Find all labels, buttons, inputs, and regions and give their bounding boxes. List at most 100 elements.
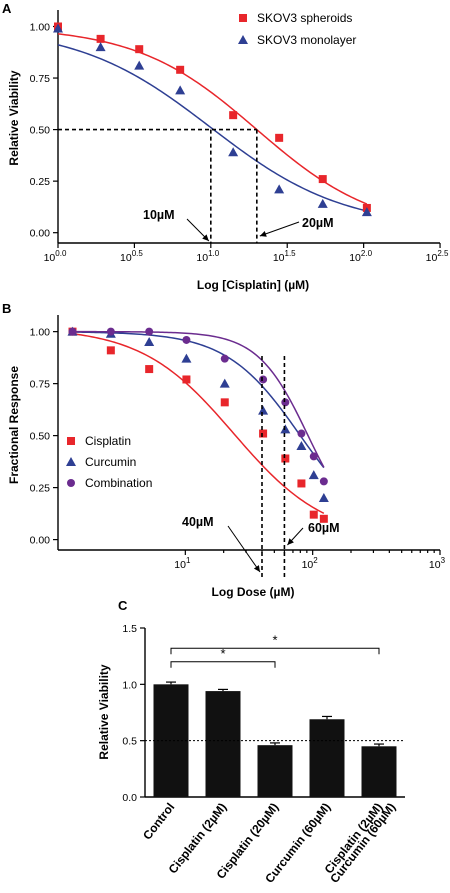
panel-c-y-tick-label: 1.0 [122, 679, 137, 691]
panel-a-data-point-skov3-monolayer [134, 60, 145, 70]
panel-b-y-tick-label: 1.00 [30, 327, 51, 339]
panel-c-bar [309, 719, 345, 797]
panel-c-bar [257, 745, 293, 797]
panel-a-annotation-20um: 20µM [302, 216, 334, 230]
panel-a-data-point-skov3-monolayer [175, 85, 186, 95]
panel-b-x-axis-title: Log Dose (µM) [212, 585, 295, 599]
panel-b-legend-marker-curcumin [66, 457, 76, 466]
panel-a-data-point-skov3-spheroids [318, 175, 327, 184]
panel-b-y-tick-label: 0.25 [30, 483, 51, 495]
panel-b-legend-marker-cisplatin [67, 437, 75, 445]
panel-a-x-tick-label: 102.0 [349, 249, 372, 264]
panel-a-data-point-skov3-spheroids [96, 34, 105, 43]
panel-a-plot: 0.00 0.25 0.50 0.75 1.00 100.0 100.5 101.0 101.5… [30, 10, 449, 264]
panel-b-data-point-curcumin [219, 378, 230, 388]
panel-b-legend-marker-combination [67, 479, 75, 487]
panel-b-data-point-combination [309, 452, 318, 461]
panel-a-arrowhead-20um [259, 231, 267, 237]
panel-c-y-tick-label: 1.5 [122, 623, 137, 635]
panel-b-arrowhead-60um [287, 538, 294, 545]
panel-b-data-point-cisplatin [182, 375, 191, 384]
panel-b-data-point-curcumin [318, 493, 329, 503]
panel-a-x-tick-label: 101.5 [273, 249, 296, 264]
panel-b-data-point-curcumin [280, 424, 291, 434]
panel-a-y-tick-label: 0.75 [30, 73, 51, 85]
panel-a-y-tick-label: 0.00 [30, 228, 51, 240]
panel-b-arrowhead-40um [253, 565, 260, 572]
panel-b-data-point-combination [68, 327, 77, 336]
panel-b-plot: 0.00 0.25 0.50 0.75 1.00 101 102 103 Cisplatin Cu… [30, 315, 446, 580]
panel-a-y-axis-title: Relative Viability [7, 70, 21, 165]
panel-b-data-point-combination [182, 335, 191, 344]
panel-b-data-point-curcumin [296, 441, 307, 451]
panel-b-y-tick-label: 0.50 [30, 431, 51, 443]
panel-a-fit-curve-skov3-spheroids [57, 33, 368, 205]
panel-a-data-point-skov3-monolayer [361, 207, 372, 217]
panel-b-annotation-40um: 40µM [182, 515, 214, 529]
panel-c-category-label: Curcumin (60µM) [327, 800, 398, 886]
panel-a-data-point-skov3-spheroids [229, 111, 238, 120]
panel-letter-c: C [118, 598, 128, 613]
panel-a-data-point-skov3-monolayer [95, 42, 106, 52]
panel-b-y-axis-title: Fractional Response [7, 366, 21, 484]
panel-b-data-point-cisplatin [220, 398, 229, 407]
panel-a-legend-label-skov3-spheroids: SKOV3 spheroids [257, 11, 352, 25]
panel-c-significance-bracket [170, 661, 276, 668]
panel-a-data-point-skov3-monolayer [274, 184, 285, 194]
panel-c-significance-star: * [220, 646, 225, 661]
panel-b-y-tick-label: 0.75 [30, 379, 51, 391]
panel-c-significance-star: * [272, 632, 277, 647]
panel-b-data-point-cisplatin [297, 479, 306, 488]
panel-a-data-point-skov3-spheroids [275, 133, 284, 142]
panel-a-data-point-skov3-spheroids [135, 45, 144, 54]
panel-b-data-point-combination [297, 429, 306, 438]
panel-b-x-tick-label: 103 [429, 556, 446, 571]
panel-b-data-point-curcumin [144, 337, 155, 347]
panel-a-x-tick-label: 101.0 [196, 249, 219, 264]
panel-b-data-point-cisplatin [145, 365, 154, 374]
panel-b-data-point-combination [106, 327, 115, 336]
panel-b-legend-label-combination: Combination [85, 476, 152, 490]
panel-c-category-label: Control [140, 800, 177, 842]
panel-b-data-point-combination [281, 398, 290, 407]
panel-a-data-point-skov3-monolayer [53, 23, 63, 33]
panel-a-x-tick-label: 102.5 [426, 249, 449, 264]
panel-b-data-point-combination [220, 354, 229, 363]
panel-b-data-point-curcumin [258, 405, 269, 415]
panel-letter-b: B [2, 301, 11, 316]
panel-b-data-point-combination [259, 375, 268, 384]
panel-b-data-point-cisplatin [106, 346, 115, 355]
panel-a-data-point-skov3-monolayer [228, 147, 239, 157]
panel-a-y-tick-label: 0.50 [30, 125, 51, 137]
panel-c-bar [205, 691, 241, 797]
panel-b-data-point-cisplatin [319, 514, 328, 523]
panel-c-bar [361, 746, 397, 797]
panel-c-significance-bracket [170, 647, 380, 655]
panel-b-x-tick-label: 101 [174, 556, 191, 571]
panel-a-data-point-skov3-spheroids [176, 65, 185, 74]
panel-a-legend-label-skov3-monolayer: SKOV3 monolayer [257, 33, 356, 47]
panel-b-data-point-cisplatin [309, 510, 318, 519]
panel-a-legend-marker-skov3-monolayer [238, 35, 248, 44]
panel-b-data-point-cisplatin [281, 454, 290, 463]
panel-b-data-point-curcumin [181, 353, 192, 363]
panel-a-y-tick-label: 0.25 [30, 176, 51, 188]
panel-b-data-point-cisplatin [259, 429, 268, 438]
panel-c-y-tick-label: 0.5 [122, 736, 137, 748]
panel-letter-a: A [2, 1, 12, 16]
panel-a-x-tick-label: 100.5 [120, 249, 143, 264]
panel-c-y-axis-title: Relative Viability [97, 664, 111, 759]
panel-a-fit-curve-skov3-monolayer [57, 44, 368, 212]
panel-b-data-point-combination [319, 477, 328, 486]
panel-a-y-tick-label: 1.00 [30, 21, 51, 33]
panel-a-legend-marker-skov3-spheroids [239, 14, 247, 22]
panel-b-y-tick-label: 0.00 [30, 535, 51, 547]
panel-a-x-tick-label: 100.0 [44, 249, 67, 264]
panel-b-legend-label-curcumin: Curcumin [85, 455, 136, 469]
panel-a-x-axis-title: Log [Cisplatin] (µM) [197, 278, 309, 292]
panel-a-arrowhead-10um [202, 234, 209, 241]
panel-b-x-tick-label: 102 [302, 556, 319, 571]
panel-b-legend-label-cisplatin: Cisplatin [85, 434, 131, 448]
